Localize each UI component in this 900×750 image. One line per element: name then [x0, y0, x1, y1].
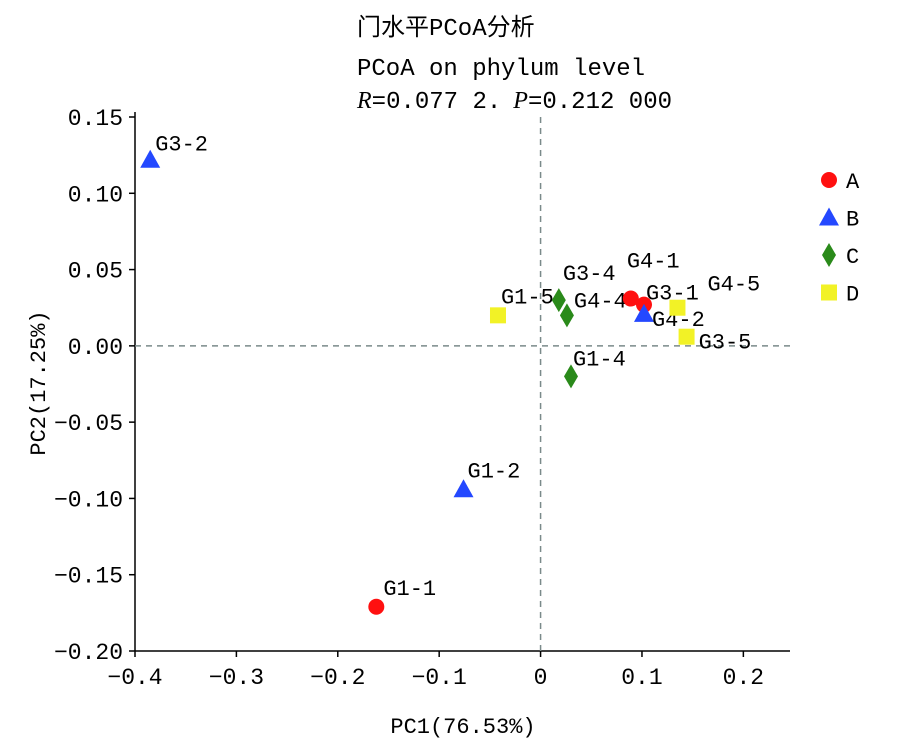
r-label: R [356, 88, 372, 114]
data-point-g3-4 [551, 288, 566, 313]
y-tick-label: −0.15 [54, 564, 123, 590]
y-axis-label: PC2(17.25%) [27, 310, 52, 455]
x-tick-label: −0.2 [310, 665, 365, 691]
point-label: G1-5 [501, 285, 554, 310]
data-point-g1-4 [563, 364, 578, 389]
point-label: G3-4 [563, 262, 616, 287]
x-tick-label: 0.2 [723, 665, 764, 691]
data-point-g4-2 [633, 303, 654, 322]
data-point-g1-2 [453, 479, 474, 498]
chart-title: 门水平PCoA分析 [357, 14, 535, 43]
y-tick-label: 0.10 [68, 182, 123, 208]
legend-label: D [846, 283, 859, 308]
axes: −0.4 −0.3 −0.2 −0.1 0 0.1 0.20.150.100.050.00−… [54, 106, 790, 691]
x-tick-label: 0.1 [621, 665, 662, 691]
x-tick-label: −0.4 [107, 665, 162, 691]
y-tick-label: −0.20 [54, 640, 123, 666]
legend-label: C [846, 245, 859, 270]
data-point-g3-2 [140, 149, 161, 168]
data-point-g1-5 [489, 307, 506, 324]
data-point-g1-1 [368, 598, 385, 615]
x-axis-label: PC1(76.53%) [390, 715, 535, 740]
data-points: G3-2G1-2G1-1G1-5G3-4G4-4G1-4G4-1G3-1G4-2… [140, 133, 760, 615]
y-tick-label: 0.15 [68, 106, 123, 132]
point-label: G3-5 [699, 331, 752, 356]
y-tick-label: −0.05 [54, 411, 123, 437]
point-label: G1-2 [468, 459, 521, 484]
chart-stats: R=0.077 2. P=0.212 000 [356, 88, 672, 116]
data-point-g4-4 [559, 303, 574, 328]
legend-marker-b [819, 207, 839, 226]
data-point-g3-5 [678, 328, 695, 345]
x-tick-label: 0 [534, 665, 548, 691]
r-value: =0.077 2. [372, 89, 502, 116]
chart-subtitle: PCoA on phylum level [357, 56, 645, 83]
legend-marker-d [821, 284, 837, 301]
p-label: P [512, 88, 528, 114]
point-label: G4-4 [574, 289, 627, 314]
y-tick-label: −0.10 [54, 487, 123, 513]
point-label: G4-5 [707, 273, 760, 298]
point-label: G1-1 [383, 577, 436, 602]
y-tick-label: 0.05 [68, 259, 123, 285]
legend-label: B [846, 208, 859, 233]
legend-marker-c [822, 243, 836, 267]
data-point-g4-5 [669, 299, 686, 316]
data-point-g4-1 [622, 290, 639, 307]
y-tick-label: 0.00 [68, 335, 123, 361]
point-label: G4-1 [627, 250, 680, 275]
x-tick-label: −0.1 [412, 665, 467, 691]
point-label: G3-2 [155, 133, 208, 158]
x-tick-label: −0.3 [209, 665, 264, 691]
point-label: G1-4 [573, 347, 626, 372]
legend-label: A [846, 170, 860, 195]
p-value: =0.212 000 [528, 89, 672, 116]
legend-marker-a [821, 172, 837, 188]
